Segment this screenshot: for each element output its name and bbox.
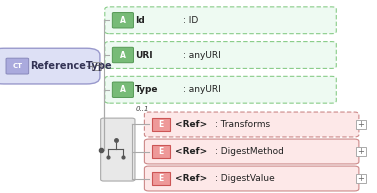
Text: A: A bbox=[120, 85, 126, 94]
FancyBboxPatch shape bbox=[105, 7, 336, 34]
Text: +: + bbox=[357, 120, 364, 129]
Bar bbox=[152, 145, 170, 158]
Text: : anyURI: : anyURI bbox=[183, 51, 221, 59]
FancyBboxPatch shape bbox=[112, 47, 133, 63]
Text: E: E bbox=[158, 120, 164, 129]
Text: 0..1: 0..1 bbox=[136, 106, 149, 112]
Text: CT: CT bbox=[12, 63, 22, 69]
Text: E: E bbox=[158, 147, 164, 156]
Text: Id: Id bbox=[135, 16, 145, 25]
Text: Type: Type bbox=[135, 85, 158, 94]
Text: −: − bbox=[93, 62, 100, 71]
FancyBboxPatch shape bbox=[0, 48, 100, 84]
Text: <Ref>: <Ref> bbox=[175, 174, 207, 183]
Text: +: + bbox=[357, 147, 364, 156]
Bar bbox=[356, 174, 366, 183]
FancyBboxPatch shape bbox=[105, 76, 336, 103]
Text: +: + bbox=[357, 174, 364, 183]
Text: <Ref>: <Ref> bbox=[175, 147, 207, 156]
Bar bbox=[152, 118, 170, 131]
Text: URI: URI bbox=[135, 51, 153, 59]
FancyBboxPatch shape bbox=[144, 166, 359, 191]
FancyBboxPatch shape bbox=[105, 41, 336, 69]
Text: A: A bbox=[120, 16, 126, 25]
Text: : anyURI: : anyURI bbox=[183, 85, 221, 94]
FancyBboxPatch shape bbox=[144, 139, 359, 164]
FancyBboxPatch shape bbox=[144, 112, 359, 137]
FancyBboxPatch shape bbox=[112, 13, 133, 28]
FancyBboxPatch shape bbox=[101, 118, 135, 181]
Text: : DigestMethod: : DigestMethod bbox=[215, 147, 284, 156]
Text: <Ref>: <Ref> bbox=[175, 120, 207, 129]
Text: : ID: : ID bbox=[183, 16, 198, 25]
Bar bbox=[92, 62, 101, 70]
Bar bbox=[152, 172, 170, 185]
FancyBboxPatch shape bbox=[112, 82, 133, 97]
FancyBboxPatch shape bbox=[6, 58, 29, 74]
Text: : DigestValue: : DigestValue bbox=[215, 174, 274, 183]
Text: E: E bbox=[158, 174, 164, 183]
Bar bbox=[356, 147, 366, 156]
Text: : Transforms: : Transforms bbox=[215, 120, 270, 129]
Bar bbox=[356, 120, 366, 129]
Text: ReferenceType: ReferenceType bbox=[30, 61, 112, 71]
Text: A: A bbox=[120, 51, 126, 59]
